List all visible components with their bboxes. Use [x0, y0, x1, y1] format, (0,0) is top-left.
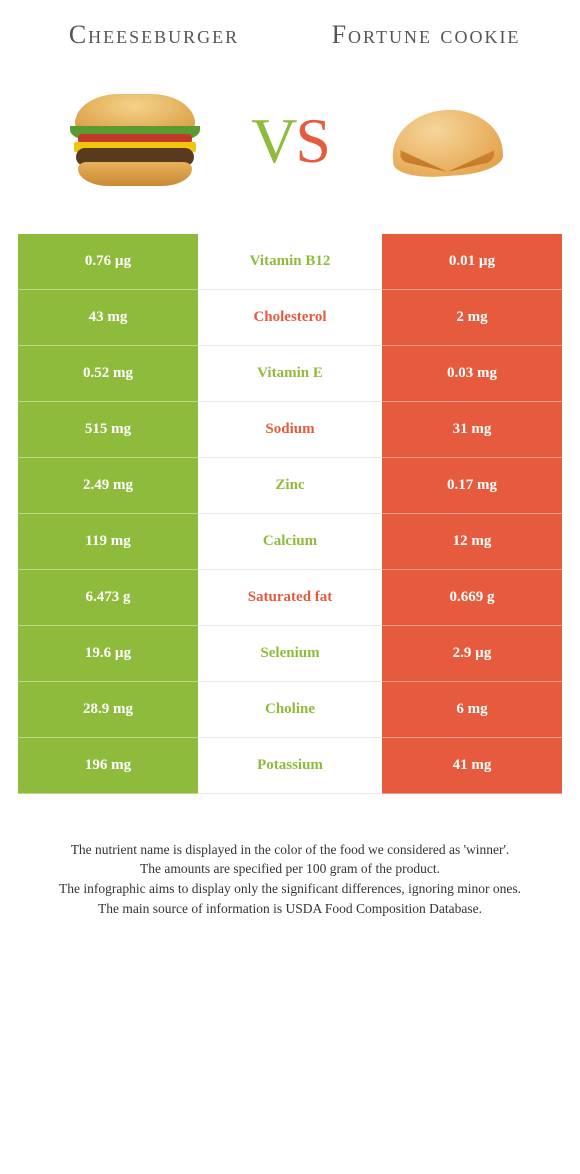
table-row: 119 mgCalcium12 mg: [18, 514, 562, 570]
left-value: 6.473 g: [18, 570, 198, 626]
left-value: 196 mg: [18, 738, 198, 794]
right-value: 2.9 µg: [382, 626, 562, 682]
left-value: 28.9 mg: [18, 682, 198, 738]
nutrient-label: Vitamin B12: [198, 234, 382, 290]
left-value: 2.49 mg: [18, 458, 198, 514]
nutrient-label: Vitamin E: [198, 346, 382, 402]
footnote-line: The main source of information is USDA F…: [30, 899, 550, 919]
cheeseburger-image: [18, 86, 251, 196]
nutrient-label: Selenium: [198, 626, 382, 682]
nutrient-label: Sodium: [198, 402, 382, 458]
right-value: 31 mg: [382, 402, 562, 458]
fortune-cookie-image: [329, 86, 562, 196]
nutrient-table: 0.76 µgVitamin B120.01 µg43 mgCholestero…: [18, 234, 562, 794]
right-value: 0.17 mg: [382, 458, 562, 514]
nutrient-label: Saturated fat: [198, 570, 382, 626]
right-value: 6 mg: [382, 682, 562, 738]
right-value: 0.01 µg: [382, 234, 562, 290]
footnote-line: The nutrient name is displayed in the co…: [30, 840, 550, 860]
vs-v: V: [251, 105, 295, 176]
table-row: 6.473 gSaturated fat0.669 g: [18, 570, 562, 626]
left-value: 0.76 µg: [18, 234, 198, 290]
left-food-title: Cheeseburger: [18, 20, 290, 50]
left-value: 19.6 µg: [18, 626, 198, 682]
table-row: 28.9 mgCholine6 mg: [18, 682, 562, 738]
vs-label: VS: [251, 104, 329, 178]
nutrient-label: Zinc: [198, 458, 382, 514]
table-row: 0.52 mgVitamin E0.03 mg: [18, 346, 562, 402]
nutrient-label: Choline: [198, 682, 382, 738]
table-row: 43 mgCholesterol2 mg: [18, 290, 562, 346]
header-row: Cheeseburger Fortune cookie: [18, 20, 562, 50]
images-row: VS: [18, 76, 562, 206]
right-value: 41 mg: [382, 738, 562, 794]
right-value: 0.669 g: [382, 570, 562, 626]
right-food-title: Fortune cookie: [290, 20, 562, 50]
left-value: 43 mg: [18, 290, 198, 346]
vs-s: S: [295, 105, 329, 176]
table-row: 19.6 µgSelenium2.9 µg: [18, 626, 562, 682]
left-value: 515 mg: [18, 402, 198, 458]
right-value: 12 mg: [382, 514, 562, 570]
right-value: 0.03 mg: [382, 346, 562, 402]
nutrient-label: Cholesterol: [198, 290, 382, 346]
footnote-line: The infographic aims to display only the…: [30, 879, 550, 899]
table-row: 515 mgSodium31 mg: [18, 402, 562, 458]
table-row: 0.76 µgVitamin B120.01 µg: [18, 234, 562, 290]
nutrient-label: Calcium: [198, 514, 382, 570]
footnote-line: The amounts are specified per 100 gram o…: [30, 859, 550, 879]
nutrient-label: Potassium: [198, 738, 382, 794]
table-row: 196 mgPotassium41 mg: [18, 738, 562, 794]
left-value: 0.52 mg: [18, 346, 198, 402]
table-row: 2.49 mgZinc0.17 mg: [18, 458, 562, 514]
right-value: 2 mg: [382, 290, 562, 346]
left-value: 119 mg: [18, 514, 198, 570]
footnotes: The nutrient name is displayed in the co…: [18, 840, 562, 918]
